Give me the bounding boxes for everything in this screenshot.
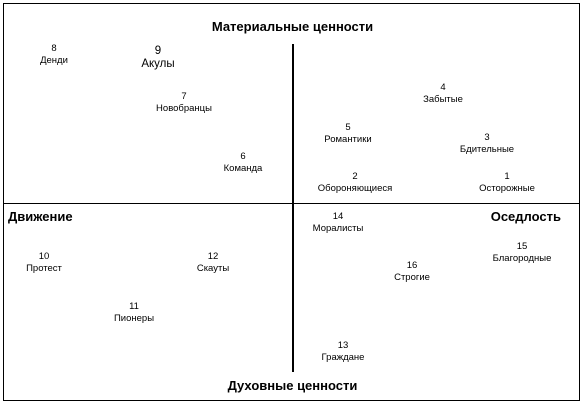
segment-number: 11	[129, 301, 139, 312]
segment-number: 9	[154, 45, 162, 57]
segment-name: Скауты	[196, 263, 230, 274]
segment-name: Бдительные	[459, 144, 515, 155]
segment-3: 3 Бдительные	[427, 132, 547, 156]
segment-name: Обороняющиеся	[317, 183, 393, 194]
horizontal-axis	[3, 203, 580, 204]
segment-number: 5	[345, 122, 351, 133]
segment-11: 11 Пионеры	[74, 301, 194, 325]
segment-number: 7	[181, 91, 187, 102]
segment-number: 13	[337, 340, 349, 351]
segment-16: 16 Строгие	[352, 260, 472, 284]
segment-name: Строгие	[394, 272, 430, 283]
segment-name: Благородные	[492, 253, 552, 264]
segment-7: 7 Новобранцы	[124, 91, 244, 115]
axis-label-bottom: Духовные ценности	[227, 378, 358, 393]
segment-name: Пионеры	[113, 313, 155, 324]
segment-number: 2	[352, 171, 358, 182]
segment-2: 2 Обороняющиеся	[295, 171, 415, 195]
segment-number: 15	[516, 241, 528, 252]
segment-8: 8 Денди	[0, 43, 114, 67]
segment-name: Граждане	[321, 352, 365, 363]
segment-name: Протест	[26, 263, 62, 274]
segment-9: 9 Акулы	[98, 45, 218, 71]
segment-6: 6 Команда	[183, 151, 303, 175]
segment-name: Моралисты	[312, 223, 364, 234]
segment-number: 1	[504, 171, 510, 182]
segment-name: Акулы	[141, 58, 175, 70]
axis-label-left: Движение	[8, 209, 73, 224]
segment-name: Денди	[40, 55, 68, 66]
segment-15: 15 Благородные	[462, 241, 582, 265]
segment-name: Осторожные	[479, 183, 535, 194]
segment-name: Романтики	[324, 134, 372, 145]
segment-number: 10	[38, 251, 50, 262]
axis-label-top: Материальные ценности	[211, 19, 374, 34]
segment-name: Команда	[223, 163, 263, 174]
segment-12: 12 Скауты	[153, 251, 273, 275]
segment-name: Новобранцы	[156, 103, 212, 114]
segment-4: 4 Забытые	[383, 82, 503, 106]
segment-1: 1 Осторожные	[447, 171, 567, 195]
segment-number: 14	[332, 211, 344, 222]
segment-number: 16	[406, 260, 418, 271]
segment-number: 12	[207, 251, 219, 262]
diagram-frame	[3, 3, 580, 401]
segment-13: 13 Граждане	[283, 340, 403, 364]
segment-number: 6	[240, 151, 246, 162]
segment-name: Забытые	[423, 94, 463, 105]
segment-number: 3	[484, 132, 490, 143]
segment-5: 5 Романтики	[288, 122, 408, 146]
vertical-axis	[292, 44, 294, 372]
segment-number: 4	[440, 82, 446, 93]
segment-number: 8	[51, 43, 57, 54]
axis-label-right: Оседлость	[490, 209, 561, 224]
segment-10: 10 Протест	[0, 251, 104, 275]
segment-14: 14 Моралисты	[278, 211, 398, 235]
